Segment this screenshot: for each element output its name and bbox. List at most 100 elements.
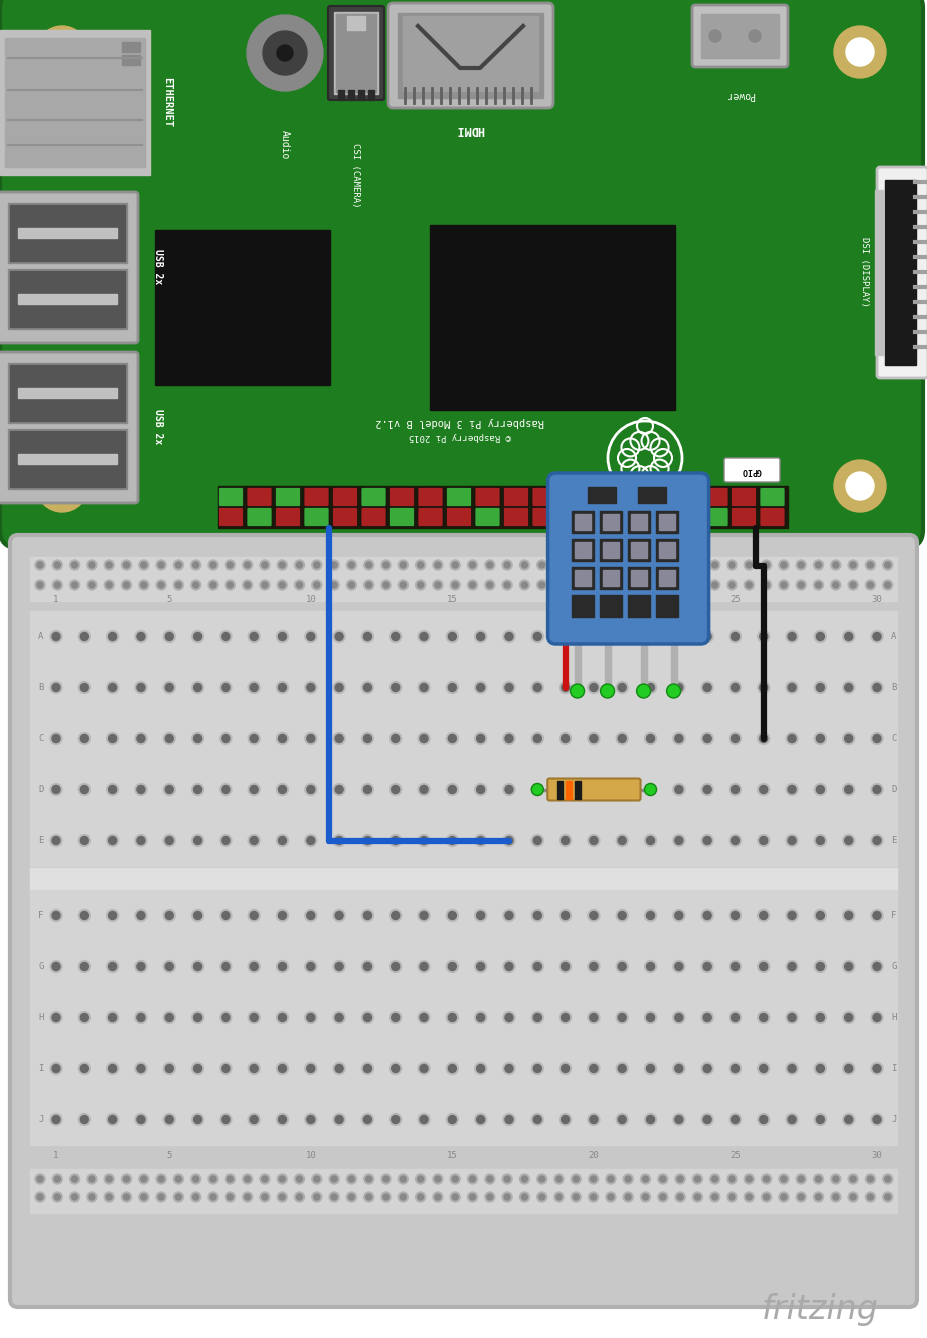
- Bar: [30, 868, 897, 890]
- Circle shape: [831, 579, 841, 590]
- Circle shape: [606, 1173, 616, 1184]
- Circle shape: [504, 1176, 510, 1181]
- FancyBboxPatch shape: [304, 487, 329, 507]
- Circle shape: [504, 562, 510, 569]
- Circle shape: [193, 582, 198, 587]
- Circle shape: [590, 1193, 597, 1200]
- Circle shape: [646, 1013, 654, 1021]
- Circle shape: [305, 835, 317, 847]
- Circle shape: [263, 31, 307, 75]
- Circle shape: [227, 582, 234, 587]
- Circle shape: [329, 1192, 339, 1202]
- Circle shape: [744, 579, 755, 590]
- Circle shape: [104, 561, 114, 570]
- Circle shape: [588, 784, 600, 796]
- Circle shape: [137, 684, 145, 692]
- Text: F: F: [892, 911, 896, 921]
- Circle shape: [108, 785, 117, 793]
- Circle shape: [420, 962, 428, 970]
- Circle shape: [504, 1193, 510, 1200]
- Circle shape: [844, 836, 853, 844]
- Circle shape: [606, 579, 616, 590]
- Circle shape: [673, 961, 685, 973]
- Circle shape: [248, 910, 260, 922]
- Circle shape: [588, 835, 600, 847]
- FancyBboxPatch shape: [0, 0, 923, 549]
- Circle shape: [727, 1173, 737, 1184]
- Circle shape: [588, 732, 600, 744]
- Circle shape: [608, 582, 614, 587]
- Circle shape: [363, 561, 374, 570]
- Circle shape: [331, 1176, 337, 1181]
- Circle shape: [694, 582, 701, 587]
- Circle shape: [798, 582, 805, 587]
- Circle shape: [646, 785, 654, 793]
- Circle shape: [305, 681, 317, 693]
- Bar: [30, 890, 897, 1145]
- Circle shape: [311, 561, 322, 570]
- Circle shape: [451, 1173, 460, 1184]
- FancyBboxPatch shape: [589, 507, 614, 526]
- Text: F: F: [38, 911, 44, 921]
- Bar: [604, 636, 611, 690]
- Circle shape: [276, 1012, 288, 1024]
- Bar: [430, 225, 675, 409]
- Circle shape: [781, 582, 787, 587]
- Circle shape: [487, 1176, 493, 1181]
- Circle shape: [843, 681, 855, 693]
- Circle shape: [786, 1012, 798, 1024]
- Text: I: I: [38, 1064, 44, 1073]
- Text: USB 2x: USB 2x: [153, 249, 163, 285]
- Circle shape: [848, 1173, 858, 1184]
- Circle shape: [52, 1013, 60, 1021]
- Circle shape: [135, 681, 147, 693]
- Circle shape: [52, 962, 60, 970]
- Bar: [348, 90, 354, 100]
- Circle shape: [159, 562, 164, 569]
- Circle shape: [70, 1192, 80, 1202]
- Circle shape: [446, 910, 458, 922]
- Circle shape: [692, 1192, 703, 1202]
- Circle shape: [764, 562, 769, 569]
- FancyBboxPatch shape: [219, 507, 244, 526]
- Circle shape: [123, 562, 130, 569]
- Circle shape: [746, 1193, 753, 1200]
- Circle shape: [788, 911, 796, 919]
- Bar: [338, 90, 344, 100]
- Circle shape: [107, 630, 119, 642]
- Bar: [658, 542, 675, 558]
- Text: G: G: [892, 962, 896, 971]
- Circle shape: [250, 911, 259, 919]
- Circle shape: [365, 582, 372, 587]
- Circle shape: [192, 784, 204, 796]
- Text: 20: 20: [589, 1151, 599, 1160]
- Circle shape: [276, 732, 288, 744]
- Circle shape: [333, 961, 345, 973]
- Circle shape: [135, 835, 147, 847]
- Circle shape: [449, 633, 456, 641]
- Circle shape: [843, 630, 855, 642]
- Circle shape: [156, 1173, 166, 1184]
- Circle shape: [850, 1193, 857, 1200]
- Circle shape: [50, 732, 62, 744]
- Circle shape: [701, 835, 713, 847]
- Circle shape: [485, 561, 495, 570]
- Circle shape: [107, 732, 119, 744]
- Circle shape: [250, 962, 259, 970]
- Circle shape: [417, 1193, 424, 1200]
- Circle shape: [449, 962, 456, 970]
- Circle shape: [844, 633, 853, 641]
- Circle shape: [349, 1193, 354, 1200]
- Circle shape: [420, 1065, 428, 1073]
- Text: A: A: [38, 632, 44, 641]
- Circle shape: [616, 784, 629, 796]
- Circle shape: [817, 633, 824, 641]
- Circle shape: [537, 1192, 547, 1202]
- Bar: [10, 205, 125, 261]
- Text: 25: 25: [730, 594, 741, 603]
- Circle shape: [163, 1012, 175, 1024]
- FancyBboxPatch shape: [389, 507, 414, 526]
- Circle shape: [335, 1065, 343, 1073]
- Circle shape: [710, 579, 719, 590]
- Circle shape: [50, 630, 62, 642]
